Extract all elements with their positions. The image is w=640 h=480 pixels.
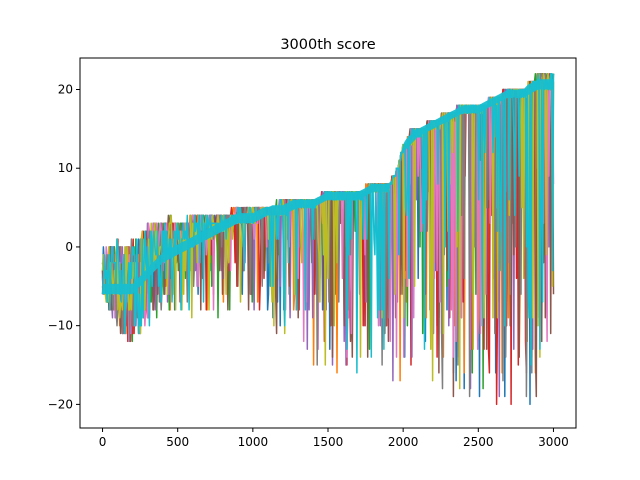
x-tick-label: 2500	[463, 435, 494, 449]
x-tick-label: 500	[166, 435, 189, 449]
x-tick-label: 1500	[313, 435, 344, 449]
plot-area	[101, 72, 555, 406]
dominant-band	[102, 79, 554, 295]
x-tick-label: 3000	[538, 435, 569, 449]
y-tick-label: 0	[65, 240, 73, 254]
x-tick-label: 1000	[238, 435, 269, 449]
x-tick-label: 0	[99, 435, 107, 449]
y-tick-label: −20	[48, 397, 73, 411]
axes-ticks: 0 500 1000 1500 2000 2500 3000 −20 −10 0 10 20	[48, 82, 569, 449]
y-tick-label: 10	[58, 161, 73, 175]
y-tick-label: 20	[58, 82, 73, 96]
y-tick-label: −10	[48, 319, 73, 333]
x-tick-label: 2000	[388, 435, 419, 449]
chart-title: 3000th score	[280, 37, 375, 53]
